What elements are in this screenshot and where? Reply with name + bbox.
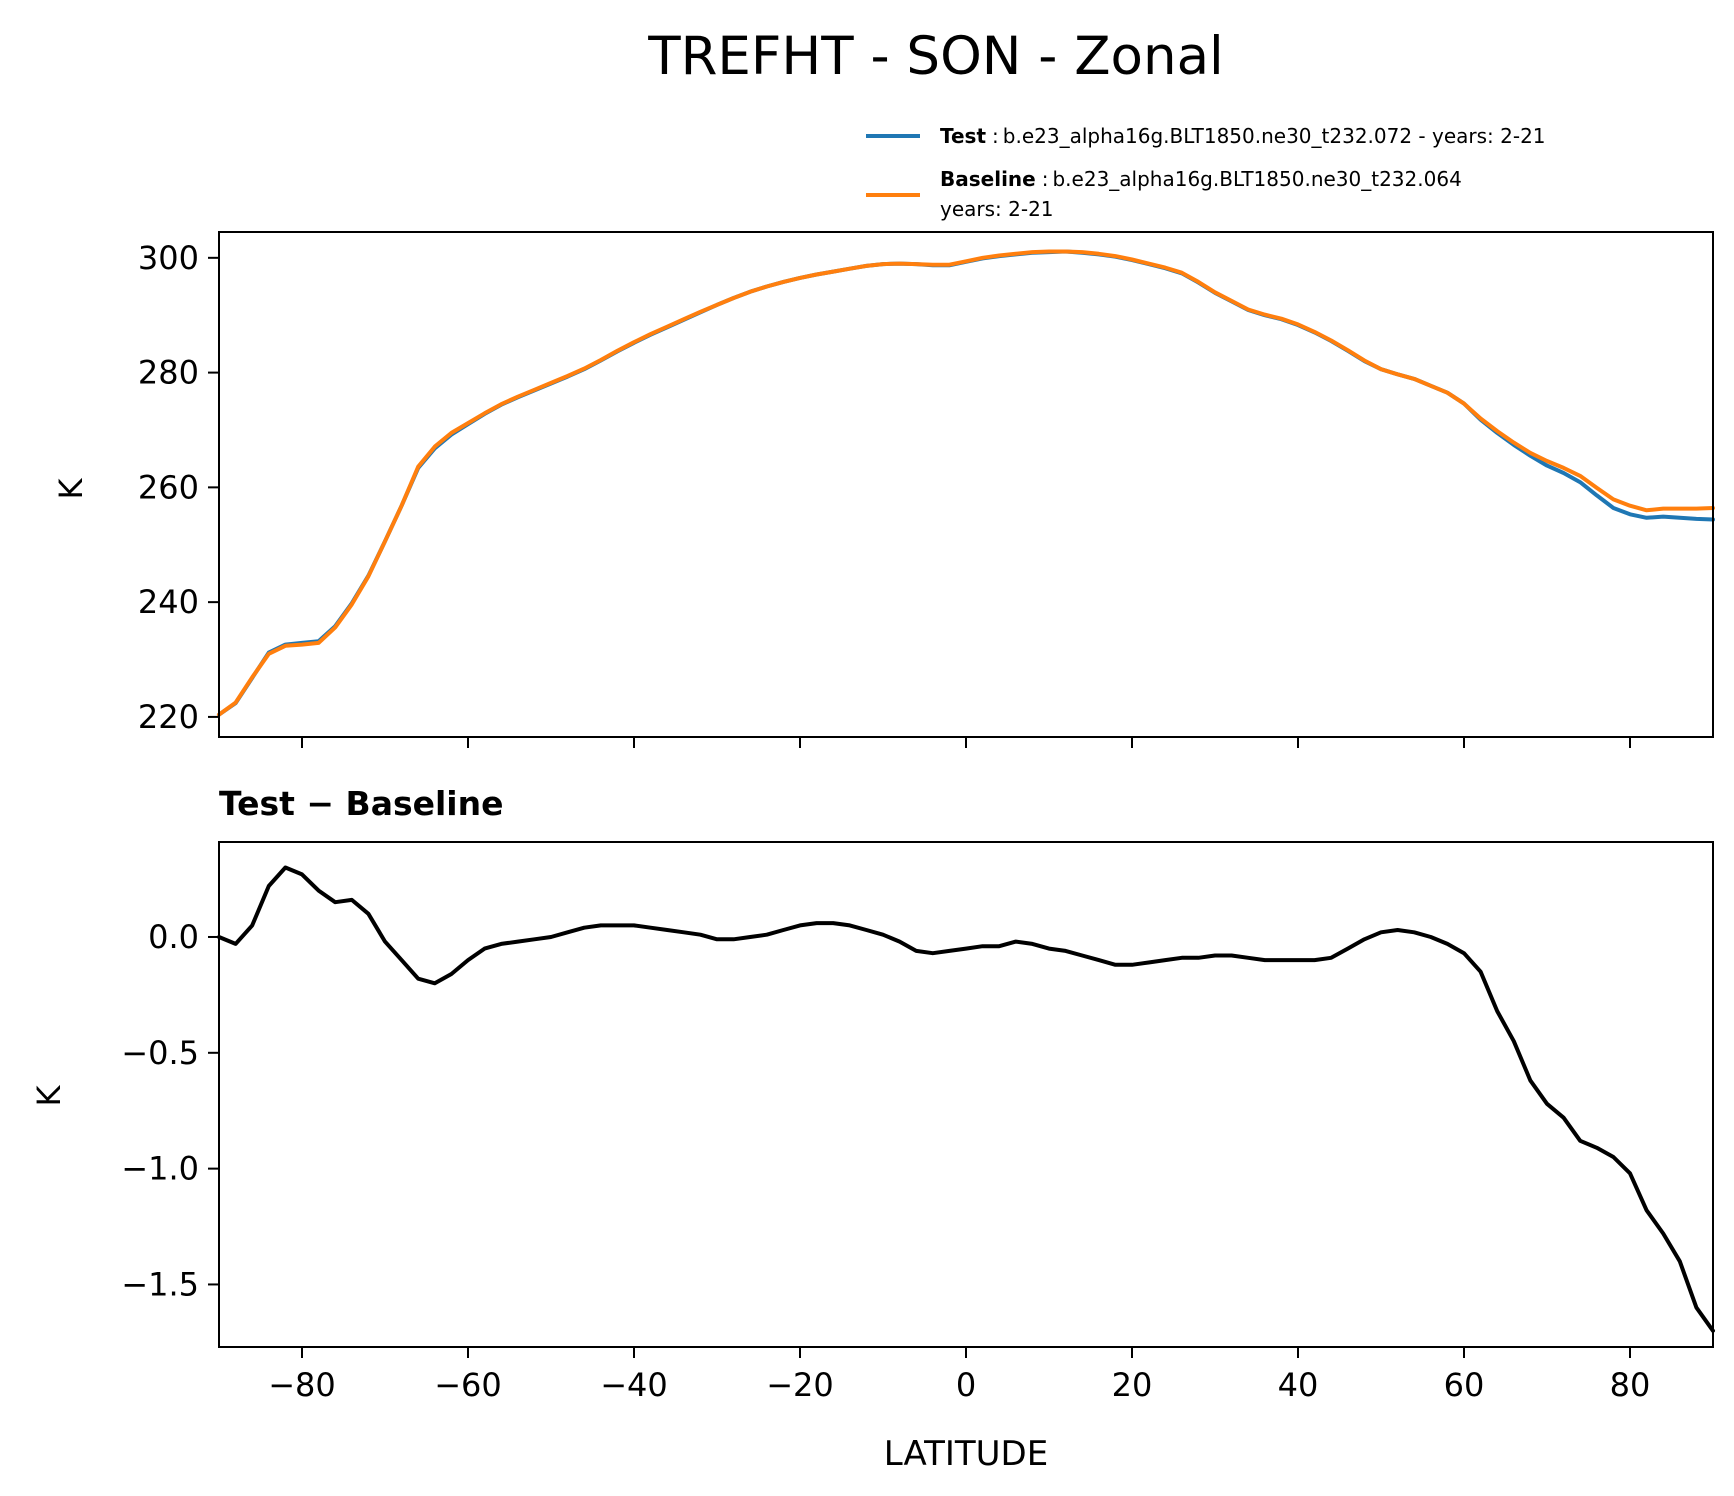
top-panel: 220 240 260 280 300 xyxy=(138,231,1715,748)
x-tick-label: 20 xyxy=(1112,1366,1153,1404)
legend-baseline-years: years: 2-21 xyxy=(940,197,1054,221)
bottom-panel-title: Test − Baseline xyxy=(219,784,504,823)
legend-baseline-sep: : xyxy=(1042,167,1049,191)
bottom-panel-xlabel: LATITUDE xyxy=(884,1434,1048,1474)
x-tick-label: −60 xyxy=(434,1366,502,1404)
series-line-diff xyxy=(217,865,1715,1333)
y-tick-label: −1.5 xyxy=(121,1265,199,1303)
y-tick-label: 240 xyxy=(138,583,199,621)
x-tick-label: 0 xyxy=(956,1366,976,1404)
x-tick-label: −80 xyxy=(268,1366,336,1404)
x-tick-label: 40 xyxy=(1278,1366,1319,1404)
y-tick-label: 220 xyxy=(138,698,199,736)
y-tick-label: 280 xyxy=(138,354,199,392)
y-tick-label: −0.5 xyxy=(121,1034,199,1072)
legend-test-text: Test: b.e23_alpha16g.BLT1850.ne30_t232.07… xyxy=(940,124,1546,148)
top-panel-ylabel: K xyxy=(52,477,90,499)
y-tick-label: 0.0 xyxy=(148,918,199,956)
figure-title: TREFHT - SON - Zonal xyxy=(647,26,1224,87)
legend-test-desc: b.e23_alpha16g.BLT1850.ne30_t232.072 - y… xyxy=(1003,124,1546,148)
bottom-panel-ylabel: K xyxy=(30,1084,68,1106)
legend-test-name: Test xyxy=(940,124,986,148)
x-tick-label: −20 xyxy=(766,1366,834,1404)
legend-baseline-desc: b.e23_alpha16g.BLT1850.ne30_t232.064 xyxy=(1052,167,1461,191)
y-tick-label: 260 xyxy=(138,468,199,506)
y-tick-label: −1.0 xyxy=(121,1150,199,1188)
series-line-baseline xyxy=(217,249,1715,717)
bottom-panel: 0.0 −0.5 −1.0 −1.5 −80 −60 −40 −20 0 20 40 60 80 xyxy=(121,841,1715,1404)
legend-baseline-name: Baseline xyxy=(940,167,1036,191)
legend-baseline-text: Baseline: b.e23_alpha16g.BLT1850.ne30_t23… xyxy=(940,167,1462,191)
legend: Test: b.e23_alpha16g.BLT1850.ne30_t232.07… xyxy=(866,124,1546,221)
x-tick-label: 60 xyxy=(1444,1366,1485,1404)
x-tick-label: −40 xyxy=(600,1366,668,1404)
x-tick-label: 80 xyxy=(1610,1366,1651,1404)
legend-test-sep: : xyxy=(992,124,999,148)
y-tick-label: 300 xyxy=(138,239,199,277)
